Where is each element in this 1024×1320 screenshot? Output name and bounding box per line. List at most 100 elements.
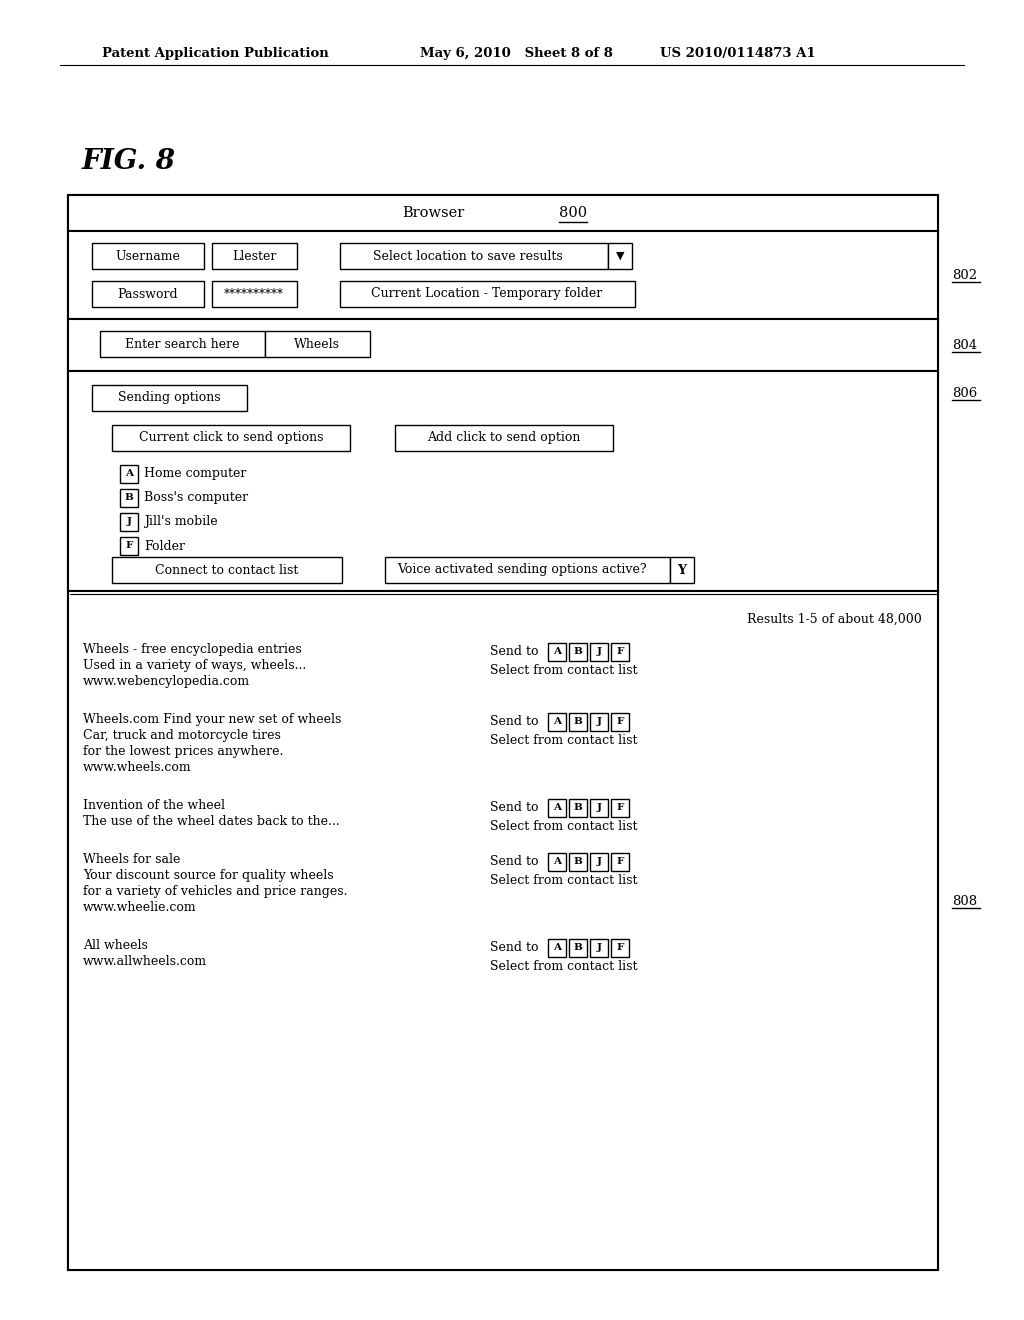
Text: Results 1-5 of about 48,000: Results 1-5 of about 48,000: [748, 612, 922, 626]
Text: Wheels for sale: Wheels for sale: [83, 853, 180, 866]
Bar: [590, 939, 608, 957]
Text: Send to: Send to: [490, 941, 543, 954]
Bar: [120, 465, 138, 483]
Text: Current Location - Temporary folder: Current Location - Temporary folder: [372, 288, 603, 301]
Text: Connect to contact list: Connect to contact list: [156, 564, 299, 577]
Bar: [611, 643, 629, 661]
Text: Y: Y: [678, 564, 686, 577]
Text: B: B: [573, 648, 583, 656]
Bar: [92, 385, 247, 411]
Text: Select from contact list: Select from contact list: [490, 960, 638, 973]
Text: 808: 808: [952, 895, 977, 908]
Text: Jill's mobile: Jill's mobile: [144, 516, 218, 528]
Bar: [212, 281, 297, 308]
Bar: [569, 939, 587, 957]
Bar: [385, 557, 670, 583]
Bar: [548, 853, 566, 871]
Bar: [112, 557, 342, 583]
Text: Used in a variety of ways, wheels...: Used in a variety of ways, wheels...: [83, 659, 306, 672]
Text: Home computer: Home computer: [144, 467, 247, 480]
Bar: [611, 939, 629, 957]
Bar: [569, 643, 587, 661]
Text: Boss's computer: Boss's computer: [144, 491, 248, 504]
Text: F: F: [616, 648, 624, 656]
Text: J: J: [597, 944, 601, 953]
Bar: [68, 319, 938, 371]
Bar: [590, 853, 608, 871]
Text: Send to: Send to: [490, 715, 543, 729]
Text: 806: 806: [952, 387, 977, 400]
Text: B: B: [573, 858, 583, 866]
Text: www.webencylopedia.com: www.webencylopedia.com: [83, 675, 250, 688]
Text: Your discount source for quality wheels: Your discount source for quality wheels: [83, 869, 334, 882]
Text: Send to: Send to: [490, 645, 543, 657]
Text: Select from contact list: Select from contact list: [490, 664, 638, 677]
Text: B: B: [125, 494, 133, 503]
Text: Send to: Send to: [490, 801, 543, 814]
Text: ▼: ▼: [615, 251, 625, 261]
Text: Wheels: Wheels: [294, 338, 340, 351]
Bar: [548, 643, 566, 661]
Text: for a variety of vehicles and price ranges.: for a variety of vehicles and price rang…: [83, 884, 347, 898]
Text: F: F: [616, 858, 624, 866]
Text: www.wheelie.com: www.wheelie.com: [83, 902, 197, 913]
Bar: [611, 713, 629, 731]
Text: Username: Username: [116, 249, 180, 263]
Text: 800: 800: [558, 206, 587, 220]
Text: The use of the wheel dates back to the...: The use of the wheel dates back to the..…: [83, 814, 340, 828]
Bar: [590, 643, 608, 661]
Text: Add click to send option: Add click to send option: [427, 432, 581, 445]
Bar: [212, 243, 297, 269]
Text: A: A: [553, 804, 561, 813]
Bar: [68, 371, 938, 591]
Text: Voice activated sending options active?: Voice activated sending options active?: [397, 564, 647, 577]
Text: for the lowest prices anywhere.: for the lowest prices anywhere.: [83, 744, 284, 758]
Bar: [611, 853, 629, 871]
Text: F: F: [616, 718, 624, 726]
Bar: [569, 853, 587, 871]
Text: J: J: [597, 804, 601, 813]
Text: J: J: [127, 517, 131, 527]
Text: Sending options: Sending options: [118, 392, 220, 404]
Bar: [68, 195, 938, 231]
Text: Select from contact list: Select from contact list: [490, 874, 638, 887]
Text: May 6, 2010   Sheet 8 of 8: May 6, 2010 Sheet 8 of 8: [420, 48, 613, 61]
Bar: [120, 488, 138, 507]
Text: **********: **********: [224, 288, 284, 301]
Bar: [670, 557, 694, 583]
Bar: [92, 243, 204, 269]
Bar: [68, 231, 938, 319]
Bar: [265, 331, 370, 356]
Bar: [92, 281, 204, 308]
Bar: [68, 591, 938, 1270]
Text: Folder: Folder: [144, 540, 185, 553]
Bar: [590, 799, 608, 817]
Text: Current click to send options: Current click to send options: [138, 432, 324, 445]
Bar: [590, 713, 608, 731]
Bar: [569, 799, 587, 817]
Text: Browser: Browser: [402, 206, 465, 220]
Text: www.wheels.com: www.wheels.com: [83, 762, 191, 774]
Text: Patent Application Publication: Patent Application Publication: [102, 48, 329, 61]
Text: 802: 802: [952, 269, 977, 282]
Bar: [611, 799, 629, 817]
Text: Select location to save results: Select location to save results: [373, 249, 563, 263]
Bar: [548, 799, 566, 817]
Text: All wheels: All wheels: [83, 939, 147, 952]
Text: Send to: Send to: [490, 855, 543, 869]
Text: Car, truck and motorcycle tires: Car, truck and motorcycle tires: [83, 729, 281, 742]
Bar: [548, 939, 566, 957]
Bar: [340, 243, 608, 269]
Text: J: J: [597, 648, 601, 656]
Text: Password: Password: [118, 288, 178, 301]
Text: Llester: Llester: [231, 249, 276, 263]
Bar: [340, 281, 635, 308]
Text: B: B: [573, 804, 583, 813]
Text: A: A: [553, 718, 561, 726]
Text: 804: 804: [952, 339, 977, 352]
Bar: [569, 713, 587, 731]
Text: J: J: [597, 858, 601, 866]
Bar: [112, 425, 350, 451]
Text: US 2010/0114873 A1: US 2010/0114873 A1: [660, 48, 816, 61]
Text: A: A: [125, 470, 133, 479]
